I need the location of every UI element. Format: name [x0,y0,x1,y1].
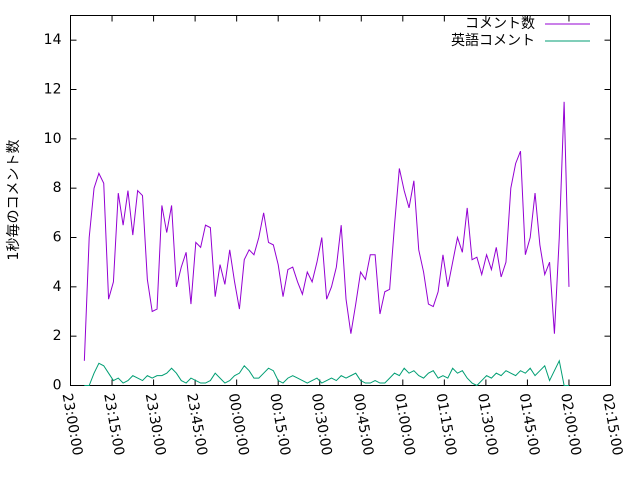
x-tick-label: 00:15:00 [266,392,293,457]
x-tick-label: 23:00:00 [59,392,86,457]
legend-label: 英語コメント [451,32,535,49]
x-tick-label: 23:45:00 [183,392,210,457]
y-tick-label: 6 [53,230,62,246]
y-tick-label: 2 [53,328,62,344]
x-tick-label: 02:15:00 [599,392,626,457]
x-tick-label: 01:45:00 [516,392,543,457]
x-tick-label: 01:00:00 [391,392,418,457]
y-tick-label: 12 [44,82,62,98]
y-tick-label: 4 [53,279,62,295]
y-tick-label: 14 [44,32,62,48]
x-tick-label: 23:15:00 [100,392,127,457]
legend-label: コメント数 [465,16,535,32]
x-tick-label: 01:30:00 [474,392,501,457]
x-tick-label: 23:30:00 [142,392,169,457]
x-tick-label: 00:30:00 [308,392,335,457]
y-axis-label: 1秒毎のコメント数 [6,140,22,261]
plot-border [70,15,611,386]
series-line [84,359,569,387]
y-tick-label: 8 [53,180,62,196]
y-tick-label: 0 [53,378,62,394]
x-tick-label: 00:45:00 [349,392,376,457]
y-tick-label: 10 [44,131,62,147]
x-tick-label: 00:00:00 [225,392,252,457]
x-tick-label: 01:15:00 [432,392,459,457]
series-line [83,101,570,361]
x-tick-label: 02:00:00 [557,392,584,457]
